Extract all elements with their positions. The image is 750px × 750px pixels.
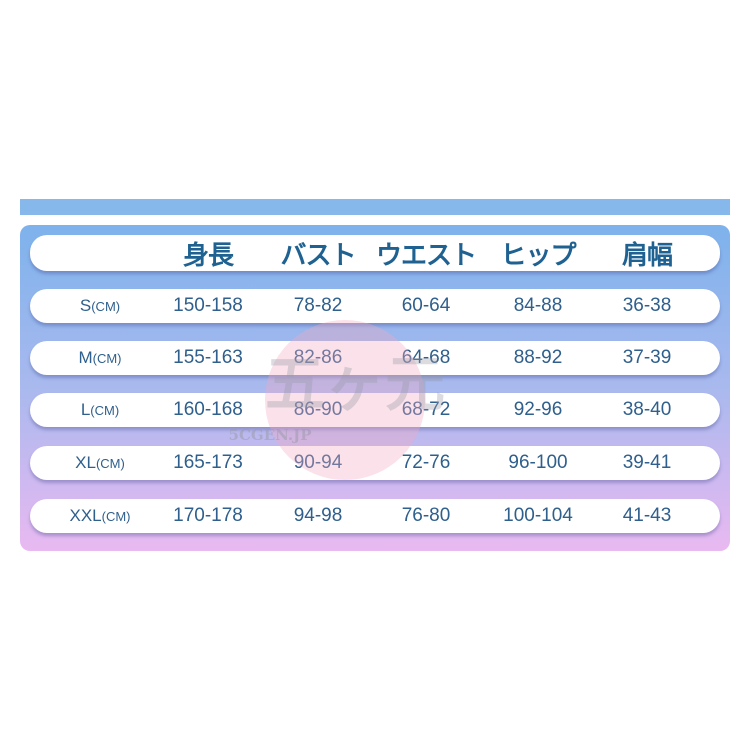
- measurement-cell: 160-168: [173, 399, 243, 420]
- header-shoulder: 肩幅: [621, 240, 673, 271]
- size-unit: (CM): [92, 350, 122, 366]
- measurement-cell: 96-100: [508, 452, 568, 473]
- size-row-m: M (CM) 155-163 82-86 64-68 88-92 37-39: [30, 341, 720, 375]
- size-row-s: S (CM) 150-158 78-82 60-64 84-88 36-38: [30, 289, 720, 323]
- header-bust: バスト: [280, 240, 356, 271]
- measurement-cell: 60-64: [401, 295, 451, 316]
- size-unit: (CM): [91, 298, 121, 314]
- measurement-cell: 64-68: [401, 347, 451, 368]
- size-name: S: [79, 296, 92, 315]
- measurement-cell: 92-96: [513, 399, 563, 420]
- size-name: L: [80, 400, 91, 419]
- measurement-cell: 68-72: [401, 399, 451, 420]
- measurement-cell: 100-104: [503, 505, 573, 526]
- size-row-xl: XL (CM) 165-173 90-94 72-76 96-100 39-41: [30, 446, 720, 480]
- size-unit: (CM): [90, 402, 120, 418]
- size-row-xxl: XXL (CM) 170-178 94-98 76-80 100-104 41-43: [30, 499, 720, 533]
- header-waist: ウエスト: [375, 240, 477, 271]
- measurement-cell: 170-178: [173, 505, 243, 526]
- size-label: XXL (CM): [69, 499, 130, 533]
- header-hip: ヒップ: [500, 240, 576, 271]
- measurement-cell: 84-88: [513, 295, 563, 316]
- size-label: M (CM): [78, 341, 121, 375]
- size-unit: (CM): [95, 455, 125, 471]
- measurement-cell: 155-163: [173, 347, 243, 368]
- measurement-cell: 165-173: [173, 452, 243, 473]
- measurement-cell: 36-38: [622, 295, 672, 316]
- size-label: S (CM): [80, 289, 120, 323]
- measurement-cell: 150-158: [173, 295, 243, 316]
- measurement-cell: 39-41: [622, 452, 672, 473]
- measurement-cell: 90-94: [293, 452, 343, 473]
- size-label: L (CM): [81, 393, 119, 427]
- header-row: 身長 バスト ウエスト ヒップ 肩幅: [30, 235, 720, 271]
- measurement-cell: 37-39: [622, 347, 672, 368]
- measurement-cell: 82-86: [293, 347, 343, 368]
- measurement-cell: 88-92: [513, 347, 563, 368]
- size-unit: (CM): [101, 508, 131, 524]
- size-name: M: [78, 348, 93, 367]
- measurement-cell: 86-90: [293, 399, 343, 420]
- size-label: XL (CM): [75, 446, 125, 480]
- measurement-cell: 38-40: [622, 399, 672, 420]
- size-name: XL: [75, 453, 96, 472]
- size-chart-panel: 身長 バスト ウエスト ヒップ 肩幅 S (CM) 150-158 78-82 60-6…: [20, 225, 730, 551]
- top-accent-bar: [20, 199, 730, 215]
- header-height: 身長: [182, 240, 234, 271]
- measurement-cell: 78-82: [293, 295, 343, 316]
- measurement-cell: 72-76: [401, 452, 451, 473]
- size-name: XXL: [69, 506, 102, 525]
- measurement-cell: 94-98: [293, 505, 343, 526]
- size-row-l: L (CM) 160-168 86-90 68-72 92-96 38-40: [30, 393, 720, 427]
- measurement-cell: 41-43: [622, 505, 672, 526]
- measurement-cell: 76-80: [401, 505, 451, 526]
